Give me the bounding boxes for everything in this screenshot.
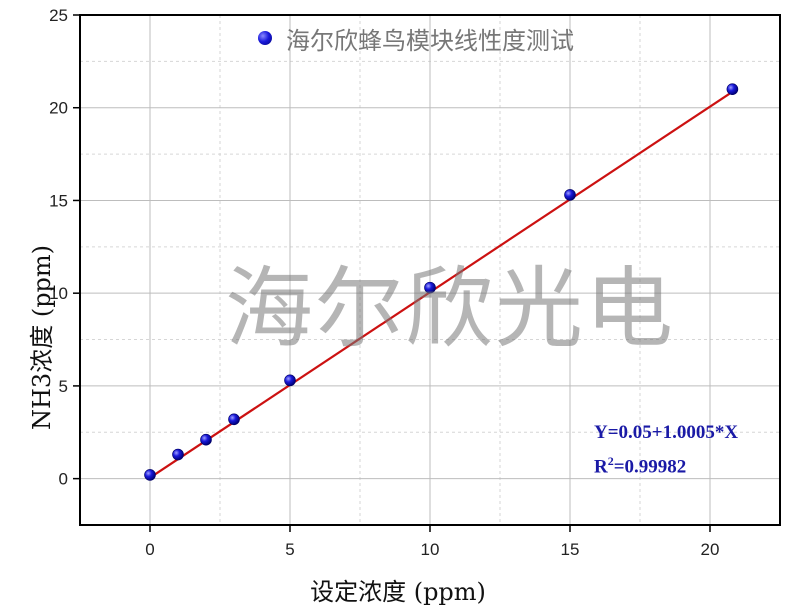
r-squared: R2=0.99982 [594,447,738,481]
legend: 海尔欣蜂鸟模块线性度测试 [258,20,574,56]
data-point [564,189,576,201]
data-point [726,83,739,95]
grid-lines [79,14,780,525]
data-point [228,413,240,426]
data-point [144,469,156,481]
data-point [200,433,212,446]
r-squared-value: =0.99982 [613,456,687,478]
data-point [284,374,296,387]
y-tick-label: 5 [59,377,68,396]
fit-equation: Y=0.05+1.0005*X R2=0.99982 [594,419,738,481]
r-squared-sup: 2 [607,454,614,468]
legend-marker [258,31,272,45]
y-tick-label: 20 [49,99,68,118]
equation-text: Y=0.05+1.0005*X [594,422,739,443]
x-axis-label: 设定浓度 (ppm) [310,578,486,606]
x-tick-label: 10 [421,540,440,559]
x-tick-label: 15 [561,540,580,559]
x-tick-label: 5 [285,540,294,559]
y-tick-label: 15 [49,191,68,210]
legend-label: 海尔欣蜂鸟模块线性度测试 [286,26,574,55]
data-points [144,83,739,481]
fit-line [149,90,734,479]
axes: 0 5 10 15 20 0 5 10 15 20 25 [49,6,781,559]
data-point [424,281,436,294]
r-squared-prefix: R [594,456,608,478]
y-tick-label: 0 [59,470,68,489]
y-axis-label: NH3浓度 (ppm) [28,244,56,430]
x-tick-label: 0 [145,540,154,559]
data-point [172,448,184,461]
fit-line-group [149,90,734,479]
y-tick-label: 25 [49,6,68,25]
x-tick-label: 20 [701,540,720,559]
y-tick-label: 10 [49,284,68,303]
